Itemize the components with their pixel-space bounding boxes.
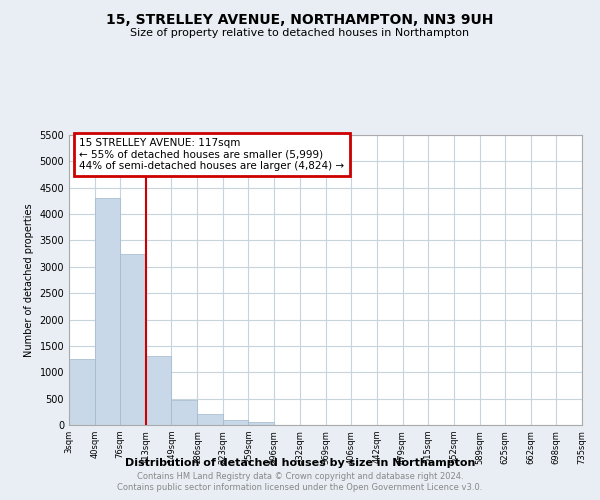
Text: Contains public sector information licensed under the Open Government Licence v3: Contains public sector information licen… (118, 484, 482, 492)
Text: 15 STRELLEY AVENUE: 117sqm
← 55% of detached houses are smaller (5,999)
44% of s: 15 STRELLEY AVENUE: 117sqm ← 55% of deta… (79, 138, 344, 171)
Bar (197, 414, 223, 425)
Bar (69, 359, 95, 425)
Bar (95, 198, 120, 425)
Text: 15, STRELLEY AVENUE, NORTHAMPTON, NN3 9UH: 15, STRELLEY AVENUE, NORTHAMPTON, NN3 9U… (106, 12, 494, 26)
Bar (120, 254, 146, 425)
Text: Contains HM Land Registry data © Crown copyright and database right 2024.: Contains HM Land Registry data © Crown c… (137, 472, 463, 481)
Bar (146, 356, 172, 425)
Y-axis label: Number of detached properties: Number of detached properties (24, 203, 34, 357)
Bar (248, 422, 274, 425)
Text: Size of property relative to detached houses in Northampton: Size of property relative to detached ho… (130, 28, 470, 38)
Bar (223, 420, 248, 425)
Text: Distribution of detached houses by size in Northampton: Distribution of detached houses by size … (125, 458, 475, 468)
Bar (172, 400, 197, 425)
